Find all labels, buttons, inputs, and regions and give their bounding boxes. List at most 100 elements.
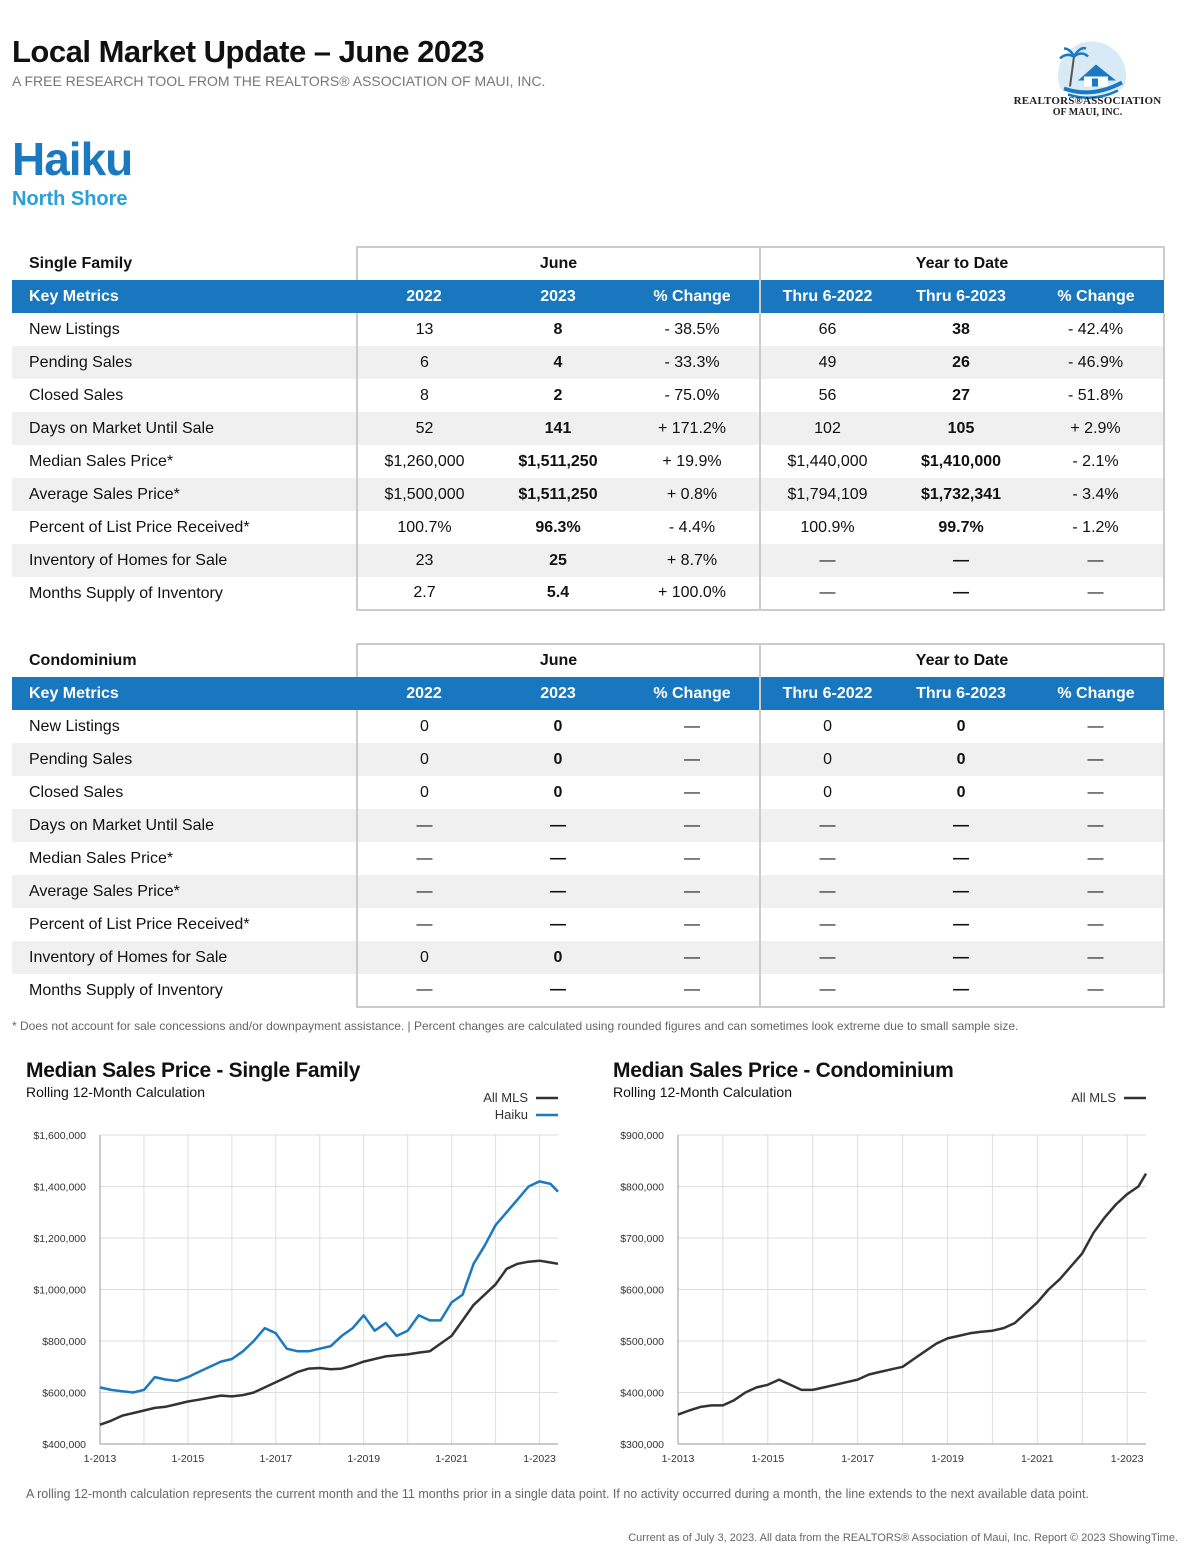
y-tick-label: $400,000	[620, 1388, 664, 1400]
ytd-pct-change: —	[1028, 842, 1166, 875]
table-row: Percent of List Price Received* 100.7% 96.…	[12, 511, 1166, 544]
table-row: Inventory of Homes for Sale 23 25 + 8.7% — — —	[12, 544, 1166, 577]
pct-change: + 100.0%	[625, 577, 761, 611]
series-line-haiku	[99, 1180, 559, 1394]
value-ytd-2023: $1,732,341	[894, 478, 1029, 511]
x-tick-label: 1-2015	[172, 1453, 205, 1465]
value-2022: 0	[356, 776, 491, 809]
x-tick-label: 1-2013	[84, 1453, 117, 1465]
table-row: Median Sales Price* — — — — — —	[12, 842, 1166, 875]
ytd-pct-change: —	[1028, 544, 1166, 577]
pct-change: + 171.2%	[625, 412, 761, 445]
table-row: New Listings 13 8 - 38.5% 66 38 - 42.4%	[12, 313, 1166, 346]
col-header-key-metrics: Key Metrics	[12, 280, 357, 313]
pct-change: —	[625, 809, 761, 842]
pct-change: + 0.8%	[625, 478, 761, 511]
value-ytd-2022: —	[759, 842, 895, 875]
value-ytd-2022: 0	[759, 743, 895, 776]
value-2023: 0	[491, 743, 625, 776]
x-tick-label: 1-2019	[347, 1453, 380, 1465]
pct-change: —	[684, 717, 700, 735]
ytd-pct-change: —	[1028, 974, 1166, 1008]
value-ytd-2023: 38	[952, 320, 970, 338]
value-2023: 141	[491, 412, 625, 445]
value-ytd-2023: —	[953, 849, 970, 867]
value-ytd-2023: 0	[894, 743, 1029, 776]
legend-label: All MLS	[483, 1090, 528, 1105]
metric-label: Days on Market Until Sale	[12, 809, 357, 842]
pct-change: - 38.5%	[664, 320, 720, 338]
x-tick-label: 1-2019	[931, 1453, 964, 1465]
y-tick-label: $900,000	[620, 1130, 664, 1142]
metric-label: Closed Sales	[29, 386, 124, 404]
legend-label: Haiku	[495, 1107, 528, 1122]
value-ytd-2023: —	[953, 915, 970, 933]
table-row: Closed Sales 8 2 - 75.0% 56 27 - 51.8%	[12, 379, 1166, 412]
value-2022: 8	[356, 379, 491, 412]
value-2022: —	[356, 875, 491, 908]
ytd-pct-change: - 51.8%	[1028, 379, 1166, 412]
y-tick-label: $800,000	[620, 1182, 664, 1194]
value-2023: 0	[553, 717, 563, 735]
value-ytd-2022: —	[759, 809, 895, 842]
value-2022: 2.7	[356, 577, 491, 611]
value-2023: —	[491, 875, 625, 908]
x-tick-label: 1-2023	[523, 1453, 556, 1465]
ytd-pct-change: - 1.2%	[1028, 511, 1166, 544]
ytd-pct-change: —	[1028, 908, 1166, 941]
table-row: Months Supply of Inventory — — — — — —	[12, 974, 1166, 1008]
value-2023: 0	[491, 941, 625, 974]
col-header-2023: 2023	[491, 280, 625, 313]
y-tick-label: $1,600,000	[33, 1130, 86, 1142]
value-2022: 52	[356, 412, 491, 445]
metric-label: Closed Sales	[29, 783, 124, 801]
col-header-2022: 2022	[357, 677, 491, 710]
value-2023: $1,511,250	[518, 452, 598, 470]
metric-label: Months Supply of Inventory	[29, 981, 223, 999]
pct-change: —	[684, 783, 700, 801]
section-title: Single Family	[29, 254, 133, 272]
x-tick-label: 1-2023	[1111, 1453, 1144, 1465]
group-header-june: June	[355, 643, 761, 677]
value-2023: 4	[491, 346, 625, 379]
value-2023: —	[491, 809, 625, 842]
value-ytd-2022: —	[759, 941, 895, 974]
metric-label: Days on Market Until Sale	[12, 412, 357, 445]
condominium-median-price-chart: $300,000 $400,000 $500,000 $600,000 $700,000…	[620, 1090, 1148, 1465]
pct-change: —	[625, 875, 761, 908]
value-ytd-2022: 56	[759, 379, 895, 412]
pct-change: + 8.7%	[625, 544, 761, 577]
value-ytd-2022: —	[759, 908, 895, 941]
value-2023: —	[491, 974, 625, 1008]
pct-change: - 33.3%	[625, 346, 761, 379]
metric-label: Average Sales Price*	[12, 875, 357, 908]
metric-label: Percent of List Price Received*	[29, 915, 250, 933]
group-header-june: June	[355, 246, 761, 280]
value-ytd-2023: 0	[956, 717, 966, 735]
single-family-table: Single Family June Year to Date Key Metr…	[12, 246, 1166, 611]
x-tick-label: 1-2021	[1021, 1453, 1054, 1465]
col-header-thru-2022: Thru 6-2022	[759, 677, 895, 710]
col-header-pct-change: % Change	[625, 280, 761, 313]
value-2023: $1,511,250	[491, 478, 625, 511]
y-tick-label: $1,000,000	[33, 1285, 86, 1297]
pct-change: + 19.9%	[662, 452, 722, 470]
value-2022: —	[356, 842, 491, 875]
pct-change: - 75.0%	[664, 386, 720, 404]
table-row: Average Sales Price* $1,500,000 $1,511,250…	[12, 478, 1166, 511]
ytd-pct-change: —	[1028, 743, 1166, 776]
ytd-pct-change: - 46.9%	[1028, 346, 1166, 379]
table-row: Closed Sales 0 0 — 0 0 —	[12, 776, 1166, 809]
value-2022: 6	[356, 346, 491, 379]
col-header-pct-change: % Change	[625, 677, 761, 710]
pct-change: - 4.4%	[668, 518, 716, 536]
x-tick-label: 1-2013	[662, 1453, 695, 1465]
section-title: Condominium	[29, 651, 137, 669]
value-ytd-2022: —	[759, 577, 895, 611]
value-2023: —	[550, 915, 566, 933]
x-tick-label: 1-2017	[259, 1453, 292, 1465]
col-header-ytd-pct-change: % Change	[1028, 677, 1165, 710]
chart-subtitle-single-family: Rolling 12-Month Calculation	[26, 1084, 205, 1100]
table-row: Median Sales Price* $1,260,000 $1,511,250 +…	[12, 445, 1166, 478]
realtors-association-logo	[1058, 41, 1126, 113]
